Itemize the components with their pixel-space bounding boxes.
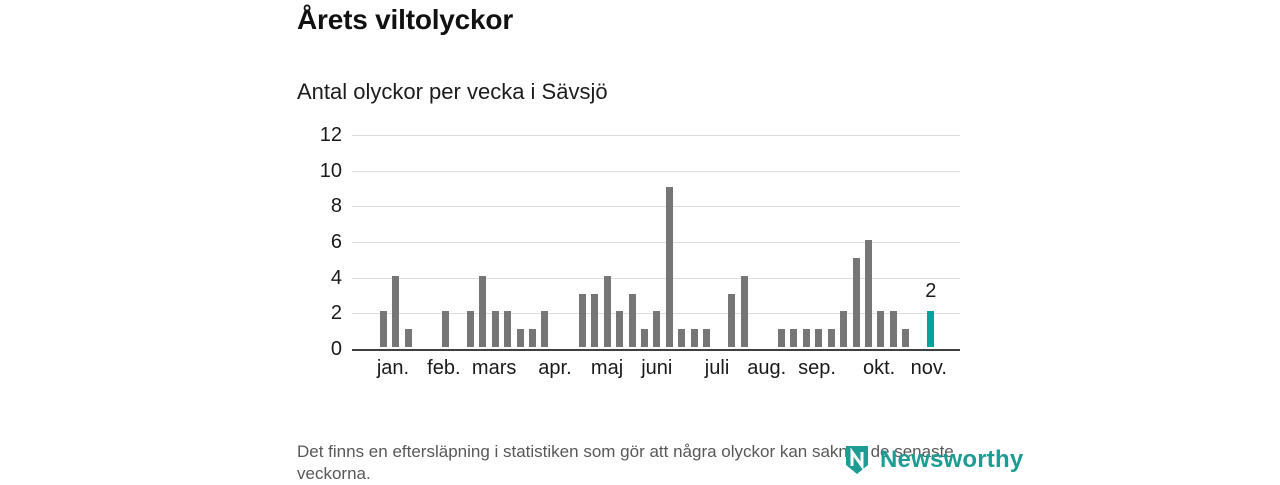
bar — [802, 329, 810, 347]
bar — [504, 311, 512, 347]
x-tick-label: apr. — [538, 357, 572, 379]
bar — [678, 329, 686, 347]
bar — [603, 275, 611, 347]
bar — [466, 311, 474, 347]
bar — [479, 275, 487, 347]
bar-highlight-current-week — [927, 311, 935, 347]
y-tick-label: 12 — [319, 124, 342, 146]
y-tick-label: 4 — [330, 266, 342, 289]
bar — [441, 311, 449, 347]
x-tick-label: juli — [704, 357, 730, 379]
footnote: Det finns en eftersläpning i statistiken… — [297, 442, 954, 483]
bar — [827, 329, 835, 347]
x-tick-label: feb. — [427, 357, 461, 379]
bar — [653, 311, 661, 347]
bar — [379, 311, 387, 347]
y-tick-label: 0 — [330, 338, 342, 360]
y-tick-label: 6 — [330, 231, 342, 253]
bar — [815, 329, 823, 347]
x-tick-label: nov. — [910, 357, 947, 379]
bar — [392, 275, 400, 347]
x-tick-label: mars — [471, 357, 517, 379]
bar — [591, 293, 599, 347]
bar — [777, 329, 785, 347]
bar — [491, 311, 499, 347]
bar — [616, 311, 624, 347]
gridline — [352, 135, 960, 136]
x-tick-label: okt. — [862, 357, 896, 379]
bar — [790, 329, 798, 347]
bar — [404, 329, 412, 347]
bar — [690, 329, 698, 347]
newsworthy-wordmark: Newsworthy — [880, 446, 1024, 473]
bar — [902, 329, 910, 347]
chart-title: Antal olyckor per vecka i Sävsjö — [297, 79, 608, 104]
bar — [516, 329, 524, 347]
x-axis-line — [352, 349, 960, 351]
x-tick-label: sep. — [798, 357, 836, 379]
bar — [865, 240, 873, 347]
bar — [628, 293, 636, 347]
x-tick-label: maj — [590, 357, 624, 379]
bar — [840, 311, 848, 347]
bar — [740, 275, 748, 347]
bar — [665, 186, 673, 347]
bar — [541, 311, 549, 347]
bar — [578, 293, 586, 347]
bar — [852, 257, 860, 347]
bar — [889, 311, 897, 347]
y-tick-label: 10 — [319, 159, 342, 182]
x-tick-label: aug. — [747, 357, 787, 379]
bar — [728, 293, 736, 347]
bar — [877, 311, 885, 347]
x-tick-label: juni — [641, 357, 673, 379]
newsworthy-logo: Newsworthy — [843, 444, 1023, 476]
bar — [703, 329, 711, 347]
bar — [528, 329, 536, 347]
y-tick-label: 2 — [330, 302, 342, 325]
gridline — [352, 277, 960, 279]
page-title: Årets viltolyckor — [297, 4, 514, 35]
newsworthy-icon — [843, 444, 871, 476]
gridline — [352, 170, 960, 172]
plot-area: 0 2 4 6 8 10 12 2 jan. feb. mars apr. maj juni juli aug… — [320, 124, 960, 379]
bar — [641, 329, 648, 347]
gridline — [352, 242, 960, 243]
x-tick-label: jan. — [376, 357, 410, 379]
bar-chart: 0 2 4 6 8 10 12 2 jan. feb. mars apr. maj juni juli aug… — [320, 124, 960, 379]
y-tick-label: 8 — [330, 195, 342, 218]
gridline — [352, 206, 960, 208]
highlight-value-label: 2 — [925, 280, 937, 303]
